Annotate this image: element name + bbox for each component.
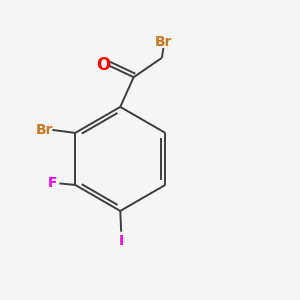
Text: Br: Br [154, 34, 172, 49]
Text: I: I [118, 234, 124, 248]
Text: O: O [96, 56, 110, 74]
Text: F: F [48, 176, 57, 190]
Text: Br: Br [35, 123, 53, 137]
